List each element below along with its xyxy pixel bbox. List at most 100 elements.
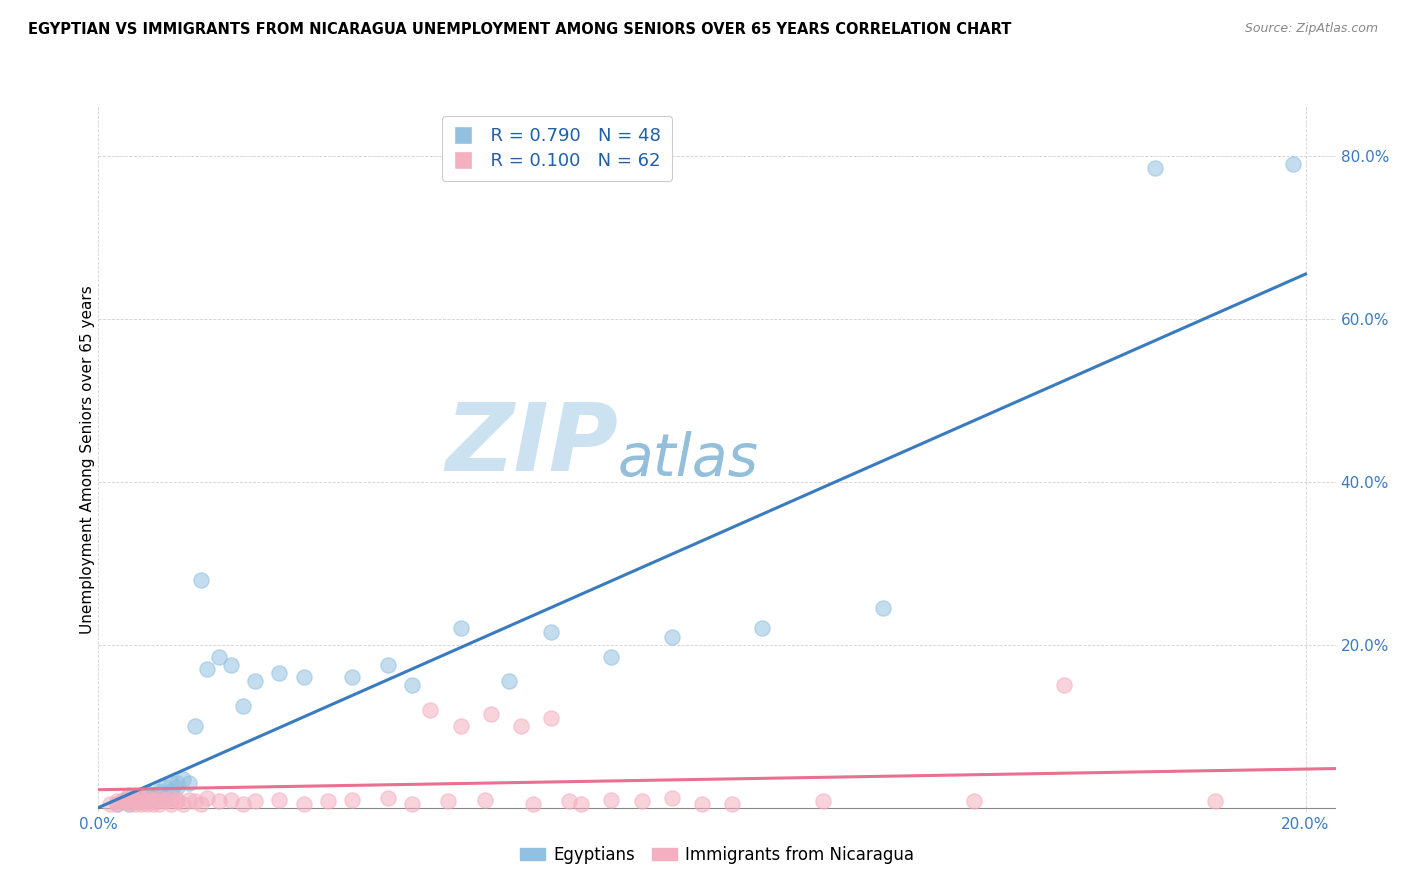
Point bbox=[630, 794, 652, 808]
Point bbox=[160, 790, 183, 805]
Point bbox=[142, 792, 165, 806]
Point bbox=[401, 678, 423, 692]
Point bbox=[135, 786, 157, 800]
Point bbox=[124, 794, 146, 808]
Point bbox=[166, 794, 188, 808]
Point bbox=[872, 601, 894, 615]
Point bbox=[166, 776, 188, 790]
Point bbox=[269, 666, 291, 681]
Text: EGYPTIAN VS IMMIGRANTS FROM NICARAGUA UNEMPLOYMENT AMONG SENIORS OVER 65 YEARS C: EGYPTIAN VS IMMIGRANTS FROM NICARAGUA UN… bbox=[28, 22, 1011, 37]
Point bbox=[962, 794, 984, 808]
Point bbox=[153, 792, 176, 806]
Point bbox=[177, 792, 200, 806]
Point bbox=[124, 792, 146, 806]
Point bbox=[377, 790, 399, 805]
Point bbox=[142, 794, 165, 808]
Point bbox=[1282, 157, 1305, 171]
Point bbox=[172, 772, 194, 786]
Point bbox=[129, 797, 152, 811]
Point bbox=[479, 706, 502, 721]
Point bbox=[245, 794, 267, 808]
Point bbox=[721, 797, 744, 811]
Point bbox=[160, 784, 183, 798]
Point bbox=[142, 792, 165, 806]
Point bbox=[195, 662, 218, 676]
Point bbox=[142, 790, 165, 805]
Point bbox=[129, 789, 152, 803]
Point bbox=[153, 780, 176, 795]
Point bbox=[184, 719, 207, 733]
Point bbox=[111, 792, 134, 806]
Point bbox=[208, 649, 231, 664]
Point bbox=[208, 794, 231, 808]
Point bbox=[166, 780, 188, 795]
Point bbox=[142, 789, 165, 803]
Point bbox=[117, 794, 139, 808]
Point bbox=[166, 792, 188, 806]
Point bbox=[142, 797, 165, 811]
Point bbox=[1204, 794, 1226, 808]
Point bbox=[105, 797, 128, 811]
Point bbox=[450, 719, 472, 733]
Point bbox=[124, 790, 146, 805]
Point bbox=[105, 797, 128, 811]
Point bbox=[117, 792, 139, 806]
Point bbox=[160, 797, 183, 811]
Point bbox=[129, 792, 152, 806]
Point bbox=[292, 797, 315, 811]
Point bbox=[148, 784, 170, 798]
Point bbox=[232, 698, 254, 713]
Point bbox=[245, 674, 267, 689]
Point bbox=[100, 797, 122, 811]
Point bbox=[135, 794, 157, 808]
Point bbox=[558, 794, 581, 808]
Point bbox=[111, 794, 134, 808]
Text: Source: ZipAtlas.com: Source: ZipAtlas.com bbox=[1244, 22, 1378, 36]
Point bbox=[129, 792, 152, 806]
Point bbox=[569, 797, 592, 811]
Point bbox=[117, 790, 139, 805]
Point bbox=[269, 792, 291, 806]
Point bbox=[377, 658, 399, 673]
Point bbox=[172, 797, 194, 811]
Point bbox=[661, 790, 683, 805]
Point bbox=[153, 794, 176, 808]
Point bbox=[117, 797, 139, 811]
Point bbox=[540, 625, 562, 640]
Point bbox=[184, 794, 207, 808]
Legend: Egyptians, Immigrants from Nicaragua: Egyptians, Immigrants from Nicaragua bbox=[513, 839, 921, 871]
Point bbox=[522, 797, 544, 811]
Point bbox=[148, 790, 170, 805]
Point bbox=[219, 658, 242, 673]
Point bbox=[135, 790, 157, 805]
Point bbox=[437, 794, 460, 808]
Point bbox=[135, 792, 157, 806]
Point bbox=[498, 674, 520, 689]
Point bbox=[811, 794, 834, 808]
Point bbox=[160, 776, 183, 790]
Point bbox=[540, 711, 562, 725]
Point bbox=[219, 792, 242, 806]
Point bbox=[190, 573, 212, 587]
Point bbox=[111, 794, 134, 808]
Point bbox=[751, 622, 773, 636]
Point bbox=[129, 790, 152, 805]
Point bbox=[600, 649, 623, 664]
Point bbox=[124, 794, 146, 808]
Point bbox=[124, 797, 146, 811]
Point bbox=[474, 792, 496, 806]
Point bbox=[190, 797, 212, 811]
Point bbox=[135, 790, 157, 805]
Point bbox=[509, 719, 531, 733]
Point bbox=[129, 794, 152, 808]
Point bbox=[148, 786, 170, 800]
Point bbox=[177, 776, 200, 790]
Point bbox=[232, 797, 254, 811]
Point bbox=[1143, 161, 1166, 175]
Point bbox=[135, 797, 157, 811]
Point bbox=[153, 789, 176, 803]
Point bbox=[661, 630, 683, 644]
Text: ZIP: ZIP bbox=[446, 400, 619, 491]
Point bbox=[690, 797, 713, 811]
Y-axis label: Unemployment Among Seniors over 65 years: Unemployment Among Seniors over 65 years bbox=[80, 285, 94, 633]
